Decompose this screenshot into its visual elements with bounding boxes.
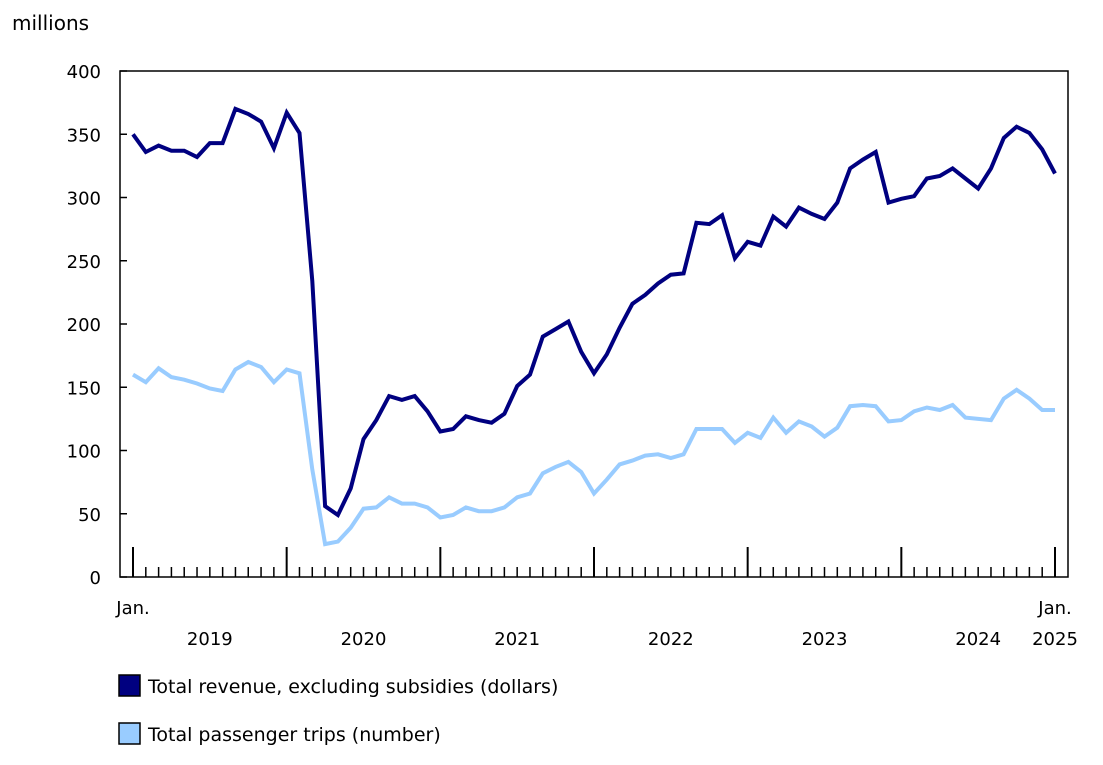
x-month-label: Jan.	[115, 598, 149, 619]
x-year-label: 2025	[1032, 629, 1078, 650]
x-axis: Jan. 2019 2020 2021 2022 2023 2024 Jan. 2025	[115, 547, 1078, 650]
y-tick-label: 200	[67, 315, 101, 336]
x-year-label: 2020	[341, 629, 387, 650]
x-year-label: 2022	[648, 629, 694, 650]
y-tick-label: 50	[78, 505, 101, 526]
x-year-label: 2019	[187, 629, 233, 650]
y-tick-label: 150	[67, 378, 101, 399]
y-axis-label: millions	[12, 11, 89, 35]
legend-swatch	[118, 722, 141, 745]
y-tick-label: 400	[67, 62, 101, 83]
x-year-label: 2023	[802, 629, 848, 650]
legend-label: Total revenue, excluding subsidies (doll…	[147, 676, 558, 698]
x-year-label: 2024	[955, 629, 1001, 650]
y-tick-label: 350	[67, 125, 101, 146]
y-tick-label: 100	[67, 442, 101, 463]
series-line-revenue	[131, 106, 1057, 518]
legend-swatch	[118, 674, 141, 697]
series-lines	[131, 106, 1057, 547]
x-year-label: 2021	[494, 629, 540, 650]
y-tick-label: 300	[67, 189, 101, 210]
x-month-label: Jan.	[1037, 598, 1071, 619]
series-line-passenger-trips	[131, 359, 1055, 547]
legend-label: Total passenger trips (number)	[147, 724, 441, 746]
y-tick-label: 0	[90, 568, 101, 589]
plot-frame	[119, 70, 1069, 578]
y-axis: 0 50 100 150 200 250 300 350 400	[67, 62, 127, 589]
legend: Total revenue, excluding subsidies (doll…	[118, 674, 558, 746]
y-tick-label: 250	[67, 252, 101, 273]
